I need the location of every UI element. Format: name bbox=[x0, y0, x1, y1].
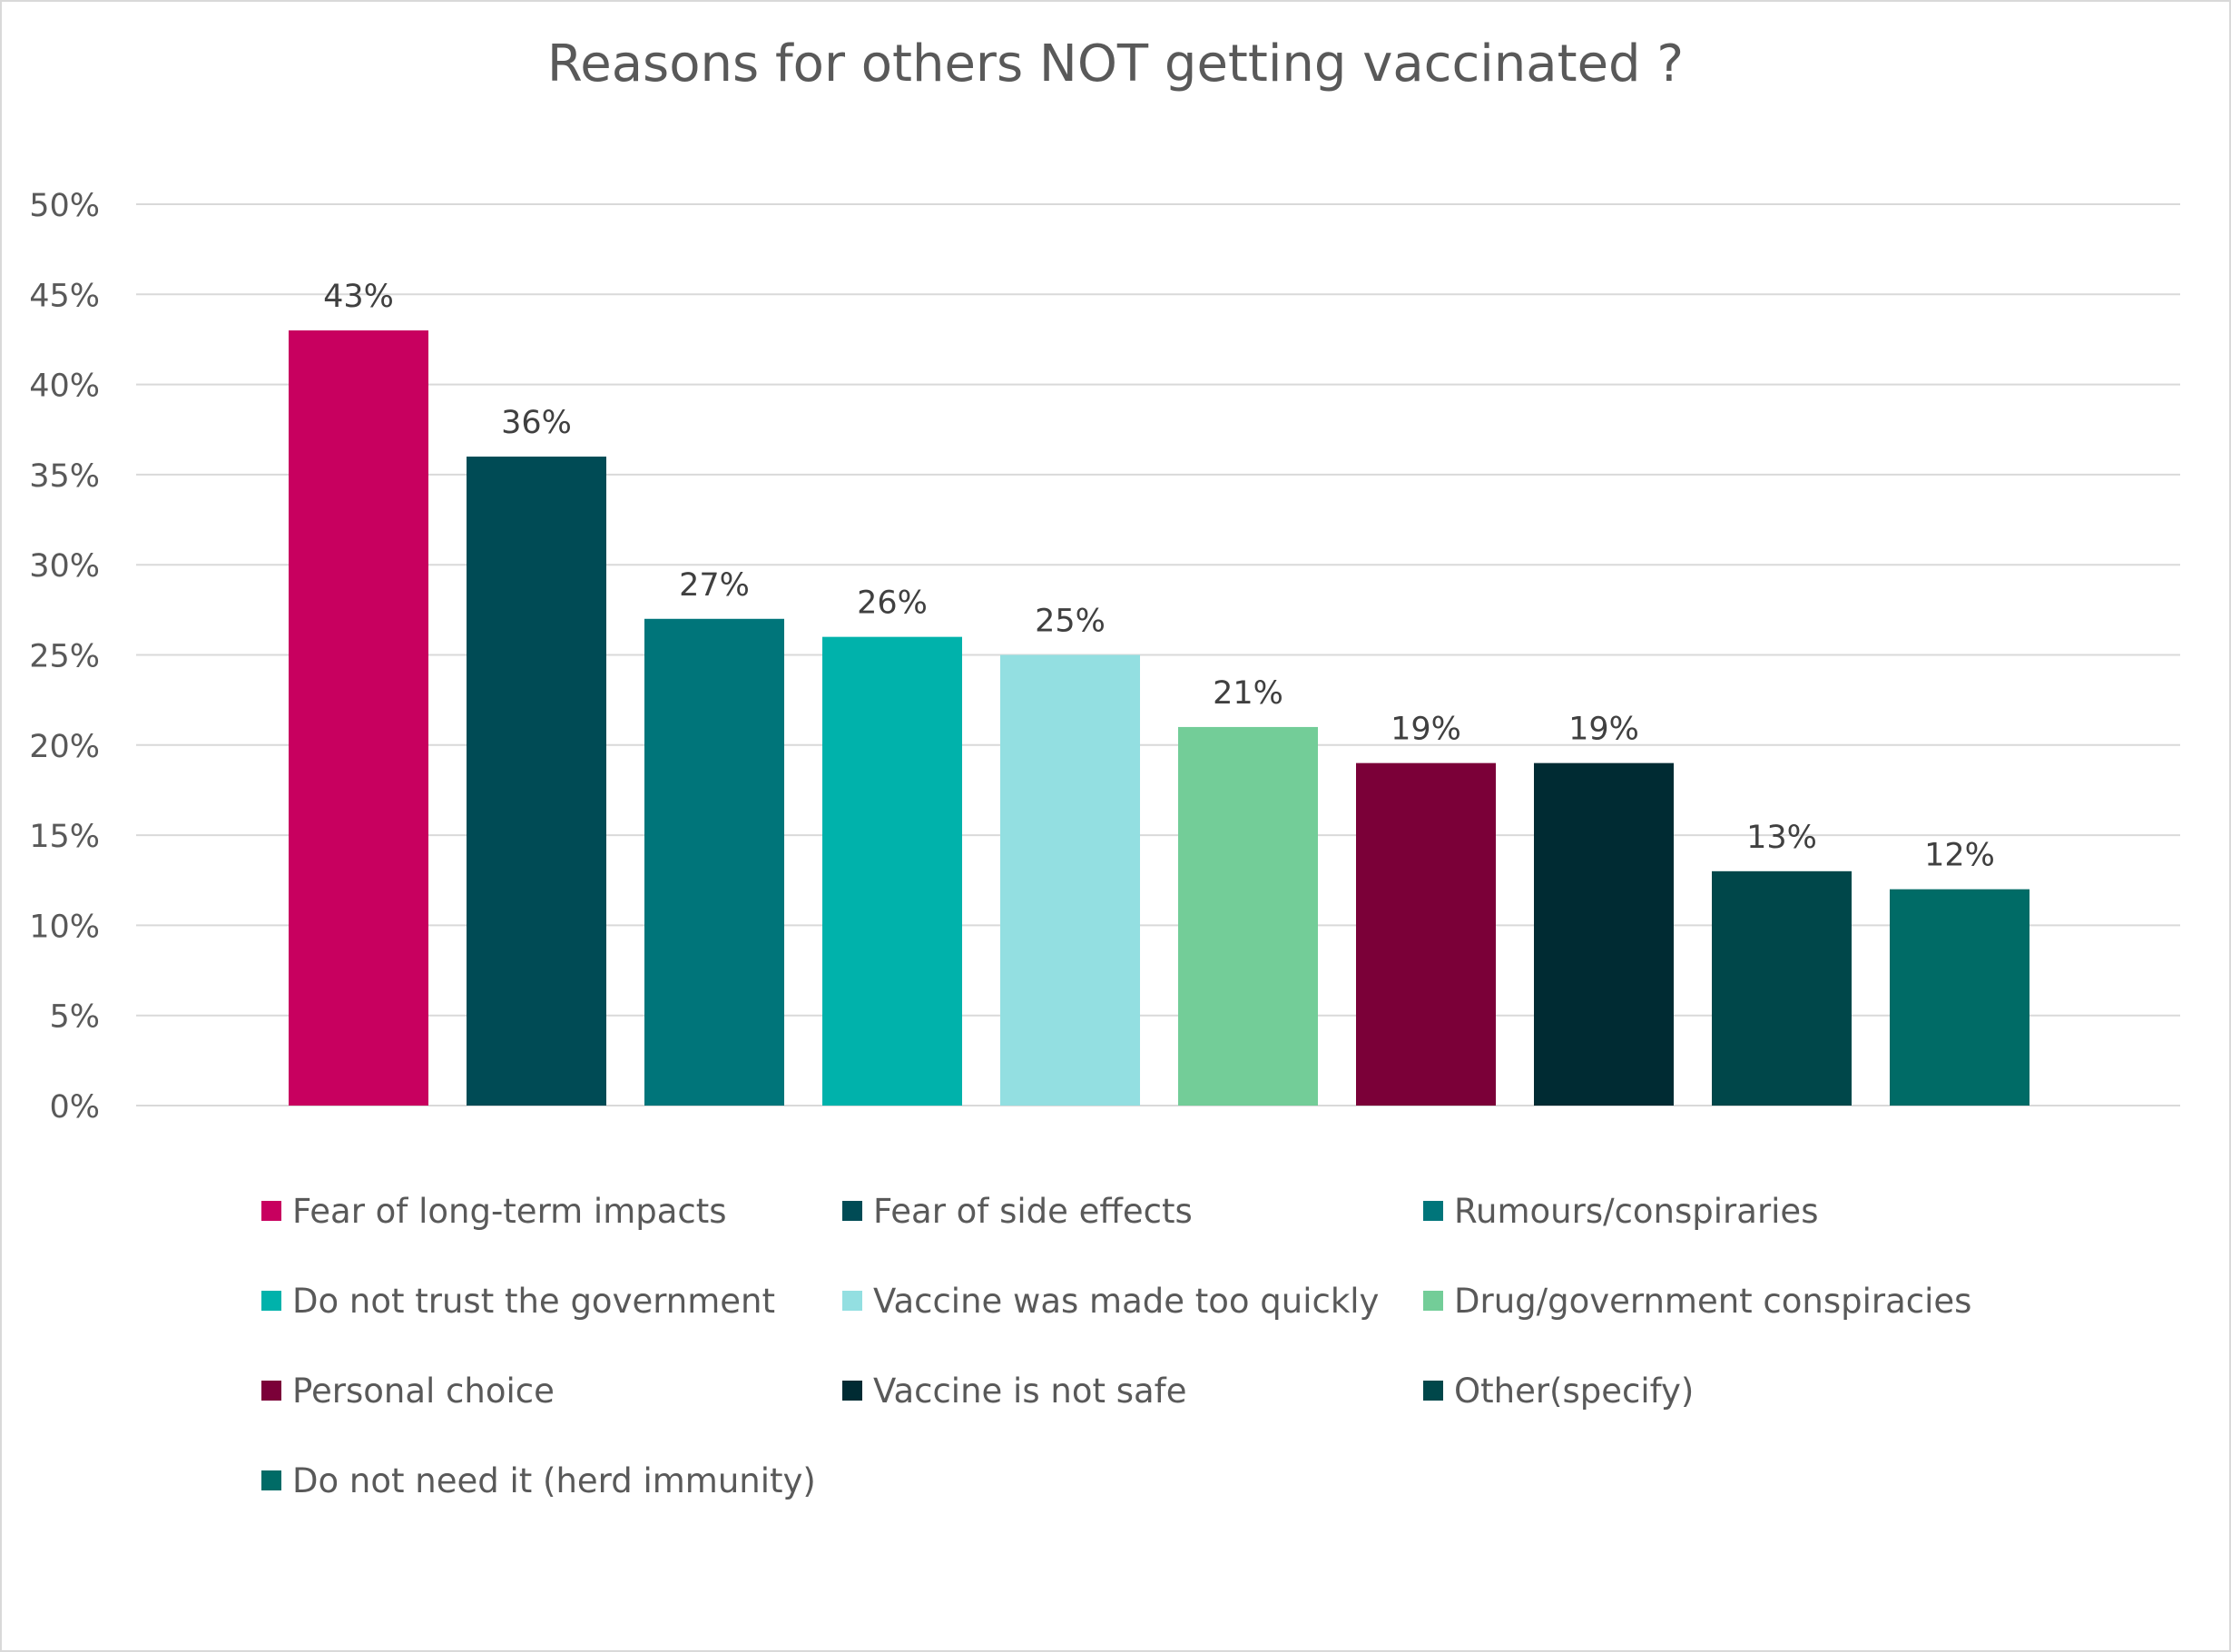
legend-label: Fear of long-term impacts bbox=[292, 1191, 727, 1231]
y-tick-label: 15% bbox=[29, 819, 100, 855]
y-tick-label: 5% bbox=[49, 999, 100, 1036]
legend-item: Vaccine was made too quickly bbox=[842, 1279, 1379, 1323]
legend-swatch bbox=[1423, 1291, 1443, 1311]
legend-label: Other(specify) bbox=[1454, 1371, 1695, 1411]
data-label: 13% bbox=[1746, 820, 1817, 856]
y-tick-label: 25% bbox=[29, 639, 100, 675]
legend-label: Fear of side effects bbox=[873, 1191, 1193, 1231]
bar bbox=[1534, 762, 1674, 1106]
data-label: 21% bbox=[1213, 675, 1283, 712]
data-label: 27% bbox=[679, 567, 750, 604]
legend-swatch bbox=[1423, 1381, 1443, 1401]
data-label: 19% bbox=[1568, 712, 1639, 748]
legend-label: Rumours/conspiraries bbox=[1454, 1191, 1819, 1231]
legend-swatch bbox=[261, 1291, 281, 1311]
bar bbox=[467, 457, 606, 1106]
legend-item: Personal choice bbox=[261, 1369, 555, 1412]
legend-item: Fear of side effects bbox=[842, 1189, 1193, 1233]
legend-item: Rumours/conspiraries bbox=[1423, 1189, 1818, 1233]
legend-item: Vaccine is not safe bbox=[842, 1369, 1186, 1412]
y-tick-label: 0% bbox=[49, 1089, 100, 1126]
y-tick-label: 40% bbox=[29, 369, 100, 405]
legend-item: Do not need it (herd immunity) bbox=[261, 1459, 816, 1502]
legend-item: Drug/government conspiracies bbox=[1423, 1279, 1971, 1323]
legend-label: Drug/government conspiracies bbox=[1454, 1281, 1972, 1321]
bar bbox=[1712, 870, 1852, 1106]
legend-label: Personal choice bbox=[292, 1371, 555, 1411]
legend-item: Do not trust the government bbox=[261, 1279, 775, 1323]
legend-swatch bbox=[261, 1470, 281, 1490]
bar bbox=[644, 618, 784, 1106]
y-tick-label: 45% bbox=[29, 278, 100, 314]
legend-swatch bbox=[842, 1201, 862, 1221]
data-label: 19% bbox=[1391, 712, 1461, 748]
bar bbox=[822, 636, 962, 1106]
legend-item: Fear of long-term impacts bbox=[261, 1189, 727, 1233]
legend-label: Do not need it (herd immunity) bbox=[292, 1460, 816, 1500]
bar bbox=[1178, 726, 1318, 1106]
legend-item: Other(specify) bbox=[1423, 1369, 1694, 1412]
data-label: 36% bbox=[501, 405, 572, 441]
legend-swatch bbox=[261, 1381, 281, 1401]
data-label: 12% bbox=[1924, 838, 1995, 874]
y-tick-label: 50% bbox=[29, 188, 100, 224]
legend-swatch bbox=[842, 1291, 862, 1311]
data-label: 25% bbox=[1035, 604, 1106, 640]
y-tick-label: 10% bbox=[29, 909, 100, 945]
data-label: 26% bbox=[857, 585, 928, 622]
bar bbox=[1890, 889, 2030, 1106]
data-label: 43% bbox=[323, 279, 394, 315]
legend-swatch bbox=[842, 1381, 862, 1401]
bar bbox=[289, 330, 428, 1106]
bar bbox=[1000, 654, 1140, 1106]
legend-swatch bbox=[1423, 1201, 1443, 1221]
legend-label: Do not trust the government bbox=[292, 1281, 776, 1321]
y-tick-label: 20% bbox=[29, 729, 100, 765]
bar bbox=[1356, 762, 1496, 1106]
legend-swatch bbox=[261, 1201, 281, 1221]
y-tick-label: 35% bbox=[29, 458, 100, 495]
legend-label: Vaccine is not safe bbox=[873, 1371, 1187, 1411]
legend-label: Vaccine was made too quickly bbox=[873, 1281, 1380, 1321]
y-tick-label: 30% bbox=[29, 548, 100, 585]
chart-title: Reasons for others NOT getting vaccinate… bbox=[546, 34, 1685, 93]
